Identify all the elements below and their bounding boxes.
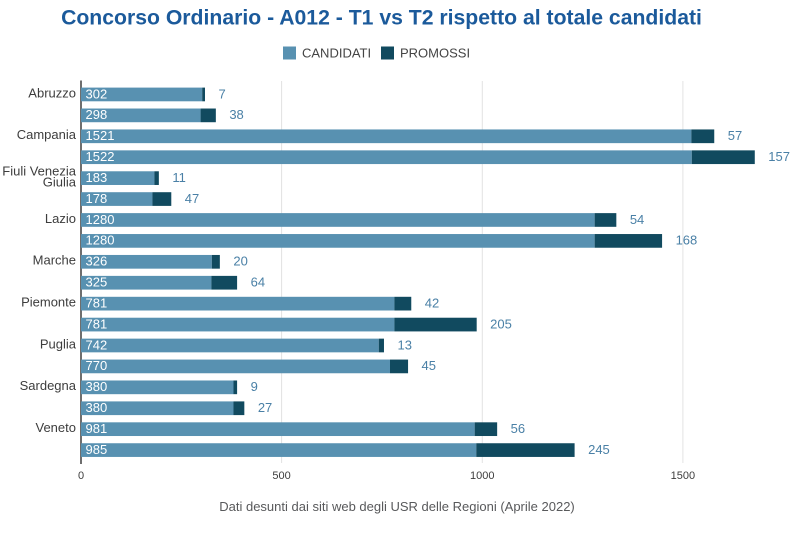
- svg-text:380: 380: [86, 400, 108, 415]
- svg-text:326: 326: [86, 254, 108, 269]
- svg-text:245: 245: [588, 442, 610, 457]
- svg-text:27: 27: [258, 400, 272, 415]
- svg-text:Campania: Campania: [17, 127, 77, 142]
- svg-text:325: 325: [86, 275, 108, 290]
- svg-text:0: 0: [78, 470, 84, 482]
- svg-text:1280: 1280: [86, 233, 115, 248]
- svg-text:1280: 1280: [86, 212, 115, 227]
- svg-text:Dati desunti dai siti web degl: Dati desunti dai siti web degli USR dell…: [219, 499, 575, 514]
- svg-text:1500: 1500: [671, 470, 695, 482]
- svg-text:42: 42: [425, 295, 439, 310]
- svg-text:13: 13: [397, 337, 411, 352]
- svg-text:781: 781: [86, 316, 108, 331]
- svg-text:205: 205: [490, 316, 512, 331]
- svg-text:183: 183: [86, 170, 108, 185]
- svg-text:1521: 1521: [86, 128, 115, 143]
- svg-text:54: 54: [630, 212, 644, 227]
- svg-text:380: 380: [86, 379, 108, 394]
- svg-text:168: 168: [676, 233, 698, 248]
- svg-text:64: 64: [251, 275, 265, 290]
- svg-text:Sardegna: Sardegna: [20, 378, 77, 393]
- svg-text:157: 157: [768, 149, 790, 164]
- svg-text:1000: 1000: [470, 470, 494, 482]
- svg-text:11: 11: [172, 170, 186, 185]
- svg-text:178: 178: [86, 191, 108, 206]
- svg-text:38: 38: [229, 107, 243, 122]
- svg-text:56: 56: [511, 421, 525, 436]
- svg-text:770: 770: [86, 358, 108, 373]
- svg-text:Abruzzo: Abruzzo: [28, 85, 76, 100]
- svg-text:500: 500: [272, 470, 290, 482]
- svg-text:45: 45: [422, 358, 436, 373]
- svg-text:Fiuli Venezia: Fiuli Venezia: [2, 164, 76, 179]
- svg-text:CANDIDATI: CANDIDATI: [302, 46, 371, 61]
- svg-text:PROMOSSI: PROMOSSI: [400, 46, 470, 61]
- svg-text:7: 7: [219, 86, 226, 101]
- svg-text:Giulia: Giulia: [43, 174, 77, 189]
- svg-text:9: 9: [251, 379, 258, 394]
- svg-text:298: 298: [86, 107, 108, 122]
- svg-text:781: 781: [86, 295, 108, 310]
- svg-text:985: 985: [86, 442, 108, 457]
- svg-text:1522: 1522: [86, 149, 115, 164]
- svg-text:57: 57: [728, 128, 742, 143]
- svg-text:981: 981: [86, 421, 108, 436]
- svg-text:302: 302: [86, 86, 108, 101]
- svg-text:Lazio: Lazio: [45, 211, 76, 226]
- svg-text:20: 20: [233, 254, 247, 269]
- svg-text:742: 742: [86, 337, 108, 352]
- svg-text:Puglia: Puglia: [40, 336, 77, 351]
- svg-text:Concorso Ordinario - A012 - T1: Concorso Ordinario - A012 - T1 vs T2 ris…: [61, 7, 702, 30]
- svg-text:Veneto: Veneto: [36, 420, 77, 435]
- svg-text:47: 47: [185, 191, 199, 206]
- svg-text:Piemonte: Piemonte: [21, 294, 76, 309]
- svg-text:Marche: Marche: [33, 253, 76, 268]
